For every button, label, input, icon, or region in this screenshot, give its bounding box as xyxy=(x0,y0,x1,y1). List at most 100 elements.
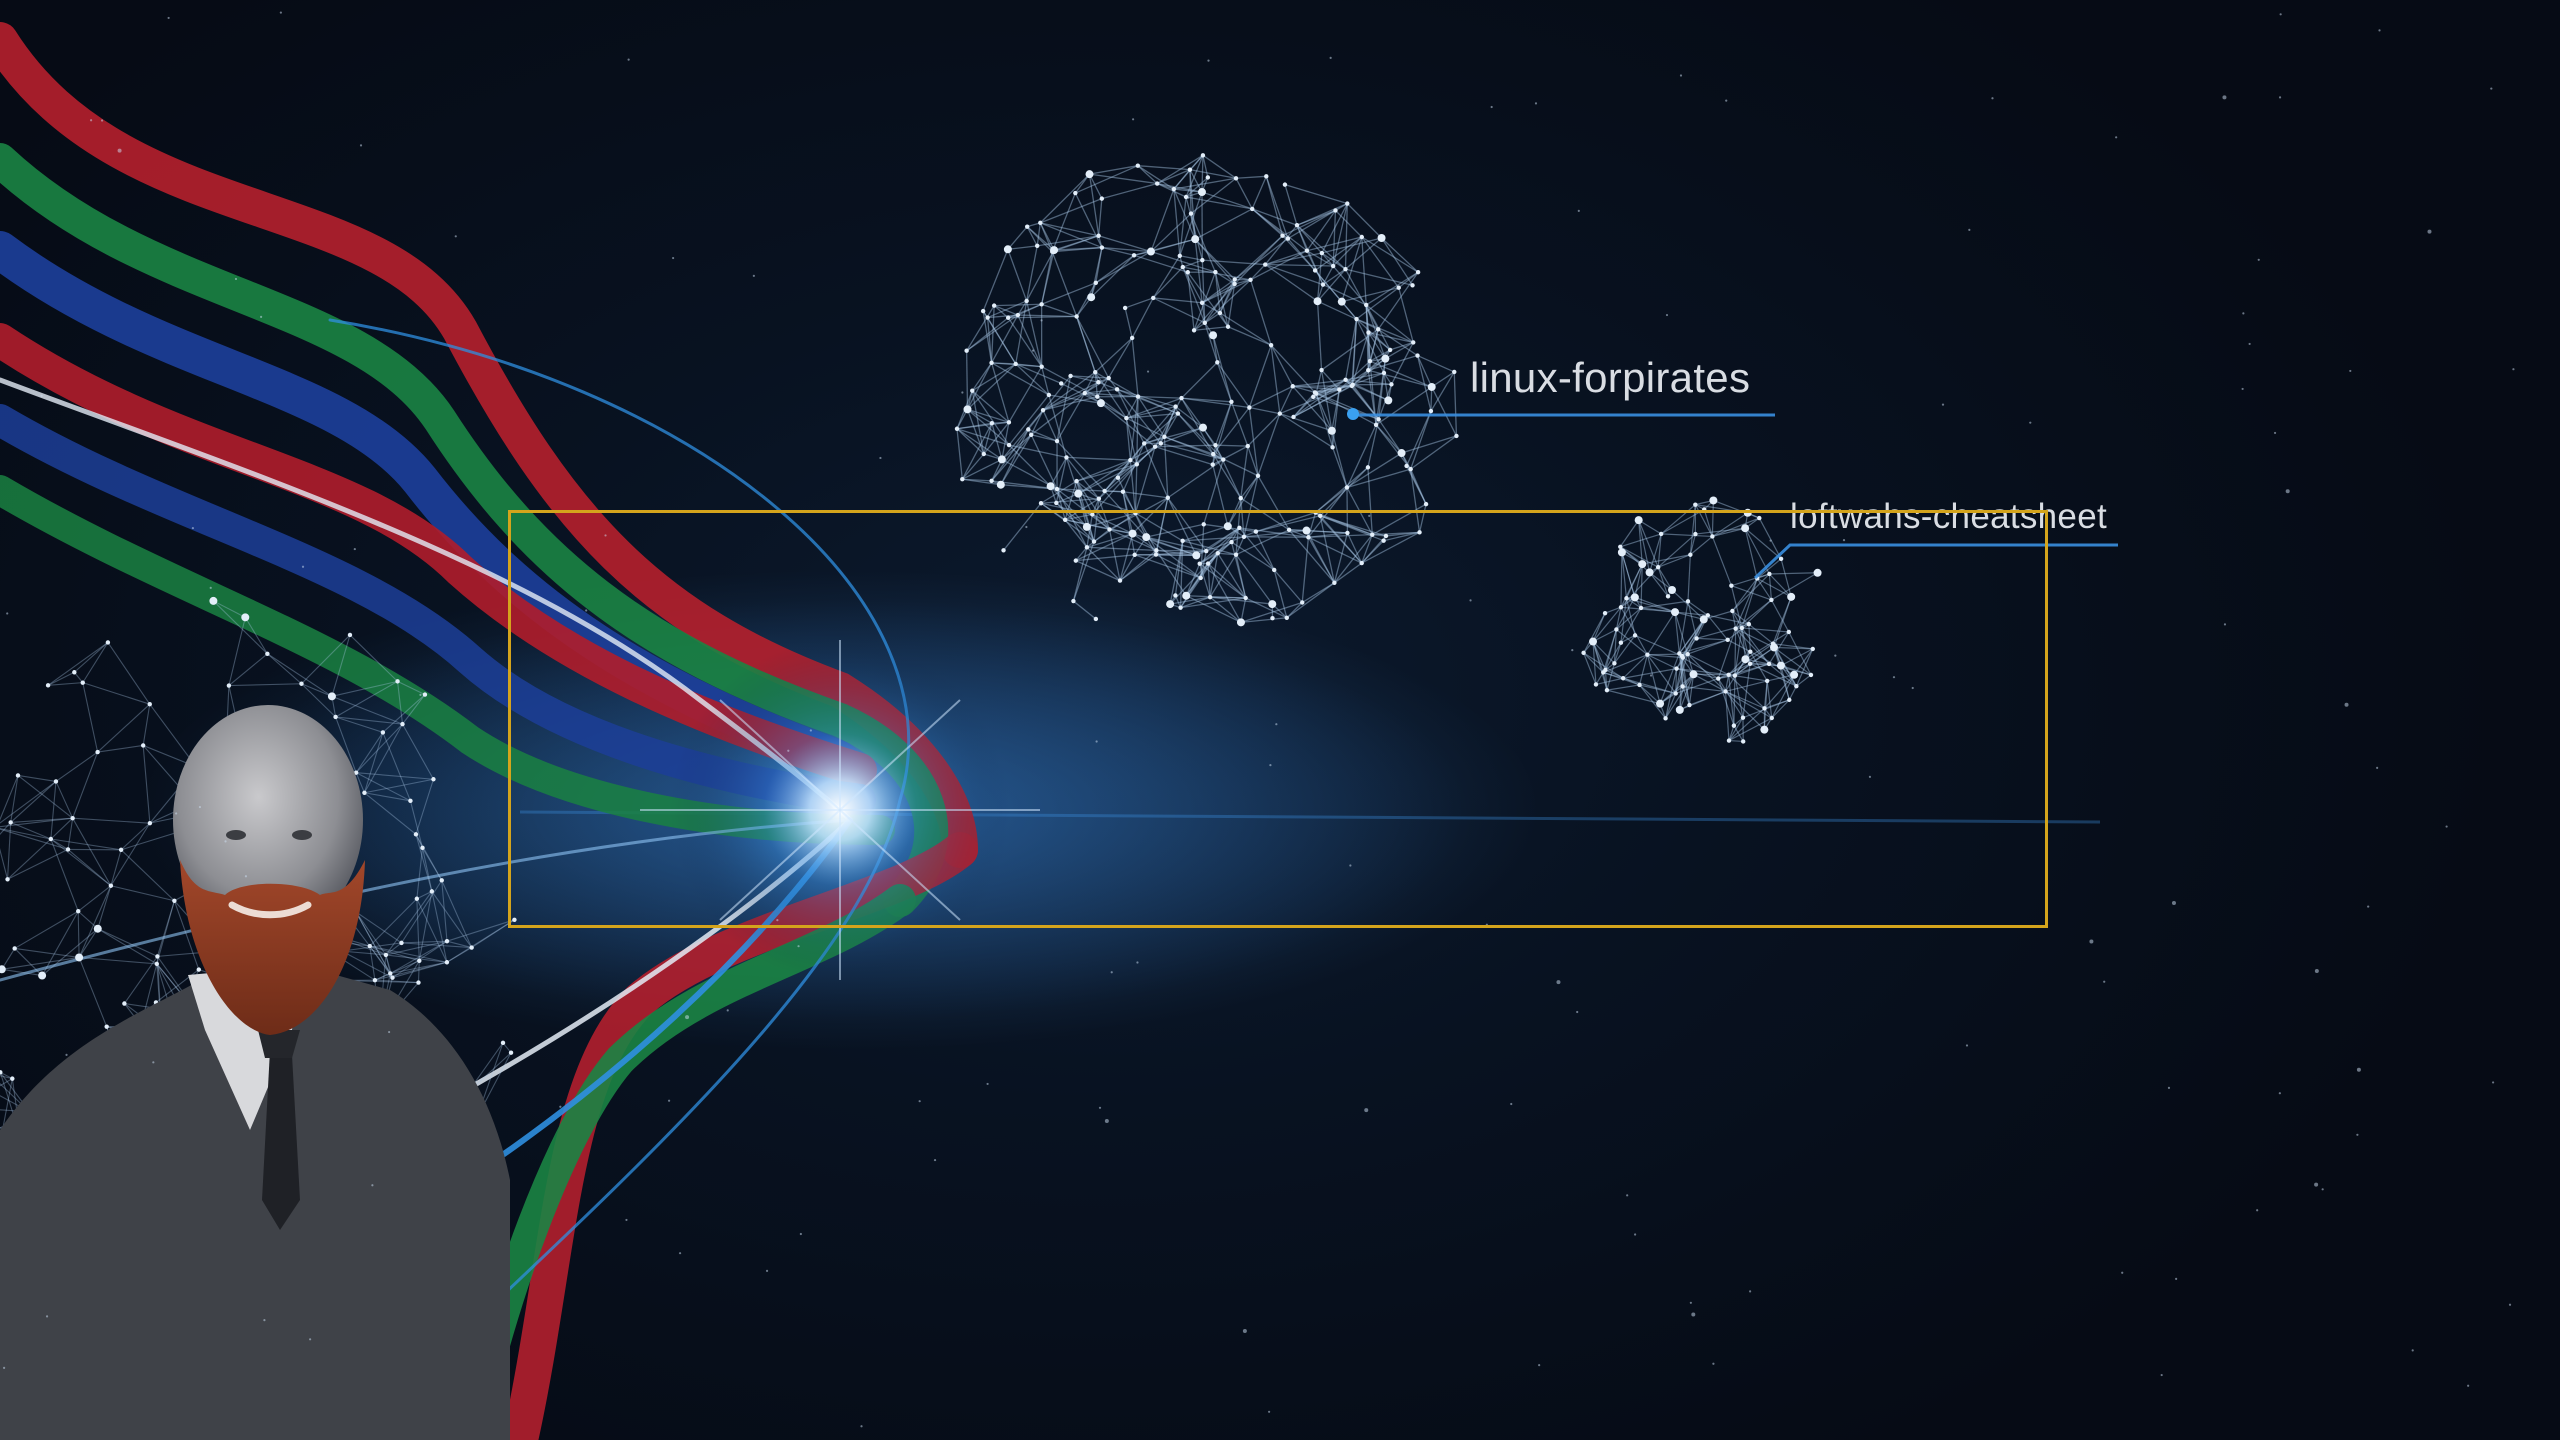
star xyxy=(726,1009,729,1012)
network-node xyxy=(1770,643,1779,652)
network-node xyxy=(414,896,420,901)
star xyxy=(2089,939,2094,944)
network-node xyxy=(1415,353,1420,358)
flare-rays xyxy=(640,640,1040,980)
network-node xyxy=(1373,422,1379,428)
network-node xyxy=(1454,433,1459,439)
network-node xyxy=(1589,637,1598,646)
selection-rectangle xyxy=(508,510,2048,928)
star xyxy=(2376,766,2379,769)
network-node xyxy=(1270,616,1275,621)
network-node xyxy=(75,953,84,962)
network-node xyxy=(1732,673,1738,678)
network-node xyxy=(1106,375,1111,381)
network-node xyxy=(1215,360,1220,365)
star xyxy=(6,612,9,615)
network-node xyxy=(1709,496,1718,505)
network-node xyxy=(989,360,994,366)
network-node xyxy=(1729,583,1734,588)
network-node xyxy=(1359,560,1364,566)
network-node xyxy=(1410,283,1415,288)
star xyxy=(559,1105,562,1108)
star xyxy=(776,919,779,922)
star xyxy=(604,534,607,537)
network-node xyxy=(76,909,81,914)
star xyxy=(2344,702,2349,707)
network-node xyxy=(1082,390,1087,396)
cluster-label-linux-forpirates[interactable]: linux-forpirates xyxy=(1470,354,1751,401)
network-node xyxy=(1191,328,1197,333)
network-node xyxy=(1671,608,1680,617)
network-node xyxy=(1411,340,1416,345)
network-node xyxy=(1250,206,1255,212)
star xyxy=(1187,196,1190,199)
network-node xyxy=(1688,552,1693,557)
star xyxy=(2314,969,2319,974)
network-node xyxy=(996,480,1005,489)
network-node xyxy=(390,975,395,980)
network-node xyxy=(416,980,421,985)
network-node xyxy=(989,478,994,484)
star xyxy=(1725,99,1728,102)
network-node xyxy=(1740,739,1746,744)
network-node xyxy=(388,971,393,976)
network-node xyxy=(1685,599,1691,604)
network-node xyxy=(1236,618,1245,627)
network-node xyxy=(1200,153,1206,158)
star xyxy=(2508,1303,2512,1306)
network-node xyxy=(1180,264,1186,270)
network-node xyxy=(1673,691,1678,696)
network-node xyxy=(362,790,367,795)
network-cluster-loftwahs-cheatsheet-nodes xyxy=(1581,496,1822,744)
network-node xyxy=(1038,501,1044,506)
network-node xyxy=(1277,411,1283,416)
network-node xyxy=(1581,650,1586,656)
star xyxy=(1679,74,1683,77)
star xyxy=(2222,95,2227,100)
network-node xyxy=(1638,560,1647,569)
star xyxy=(2223,623,2227,626)
network-node xyxy=(1332,580,1337,586)
star xyxy=(986,1082,989,1086)
network-node xyxy=(1154,548,1159,553)
star xyxy=(1368,514,1371,517)
network-node xyxy=(1153,552,1159,557)
network-node xyxy=(48,836,54,842)
network-node xyxy=(1677,651,1682,656)
star xyxy=(301,565,305,568)
star xyxy=(40,394,43,397)
network-node xyxy=(1205,561,1211,566)
star xyxy=(65,1053,68,1057)
cluster-label-loftwahs-cheatsheet[interactable]: loftwahs-cheatsheet xyxy=(1790,497,2107,536)
network-node xyxy=(1614,627,1619,632)
network-node xyxy=(1096,399,1105,408)
network-node xyxy=(1387,347,1393,353)
network-node xyxy=(1209,331,1218,340)
network-node xyxy=(399,940,404,946)
star xyxy=(1275,723,1278,726)
network-node xyxy=(1131,253,1137,258)
network-node xyxy=(1272,567,1277,573)
network-node xyxy=(1638,605,1644,611)
network-node xyxy=(154,961,159,967)
network-node xyxy=(1171,186,1177,192)
network-node xyxy=(1162,434,1167,440)
network-node xyxy=(1693,502,1698,507)
network-node xyxy=(1746,621,1752,627)
network-node xyxy=(1073,558,1079,563)
network-node xyxy=(1215,551,1220,556)
star xyxy=(961,391,964,394)
star xyxy=(234,277,238,281)
network-node xyxy=(1790,670,1799,679)
star xyxy=(1146,370,1150,373)
network-node xyxy=(1197,561,1202,566)
network-node xyxy=(1427,382,1436,391)
network-node xyxy=(1245,443,1250,449)
network-node xyxy=(1656,699,1665,708)
network-node xyxy=(70,815,75,821)
star xyxy=(2445,825,2448,828)
star xyxy=(1911,686,1914,690)
star xyxy=(627,58,630,61)
network-node xyxy=(1632,633,1638,638)
